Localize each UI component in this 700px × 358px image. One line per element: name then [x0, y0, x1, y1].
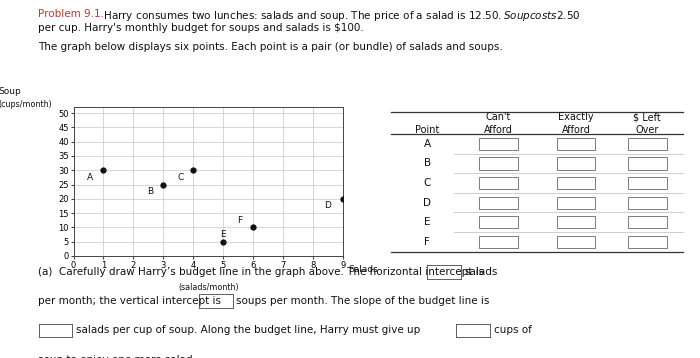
FancyBboxPatch shape — [556, 197, 595, 209]
Text: soup to enjoy one more salad.: soup to enjoy one more salad. — [38, 355, 197, 358]
FancyBboxPatch shape — [556, 158, 595, 170]
Text: (a)  Carefully draw Harry’s budget line in the graph above. The horizontal inter: (a) Carefully draw Harry’s budget line i… — [38, 267, 484, 277]
FancyBboxPatch shape — [480, 216, 518, 228]
Text: The graph below displays six points. Each point is a pair (or bundle) of salads : The graph below displays six points. Eac… — [38, 42, 503, 52]
Text: D: D — [325, 202, 332, 211]
Text: F: F — [424, 237, 430, 247]
FancyBboxPatch shape — [628, 216, 666, 228]
FancyBboxPatch shape — [480, 197, 518, 209]
Text: B: B — [424, 159, 430, 169]
FancyBboxPatch shape — [480, 177, 518, 189]
Text: E: E — [220, 230, 226, 239]
Text: F: F — [237, 216, 242, 225]
Text: Over: Over — [636, 125, 659, 135]
Text: C: C — [178, 173, 184, 182]
FancyBboxPatch shape — [556, 177, 595, 189]
Text: B: B — [147, 187, 153, 196]
FancyBboxPatch shape — [480, 138, 518, 150]
Text: Afford: Afford — [561, 125, 590, 135]
FancyBboxPatch shape — [556, 236, 595, 248]
Text: Can't: Can't — [486, 112, 511, 122]
Text: $ Left: $ Left — [634, 112, 662, 122]
FancyBboxPatch shape — [480, 158, 518, 170]
FancyBboxPatch shape — [628, 197, 666, 209]
FancyBboxPatch shape — [556, 216, 595, 228]
Text: Soup: Soup — [0, 87, 21, 96]
Text: Afford: Afford — [484, 125, 513, 135]
Text: (cups/month): (cups/month) — [0, 100, 52, 109]
Text: salads per cup of soup. Along the budget line, Harry must give up: salads per cup of soup. Along the budget… — [76, 325, 421, 335]
Text: cups of: cups of — [494, 325, 531, 335]
Text: per month; the vertical intercept is: per month; the vertical intercept is — [38, 296, 221, 306]
FancyBboxPatch shape — [556, 138, 595, 150]
FancyBboxPatch shape — [628, 158, 666, 170]
FancyBboxPatch shape — [628, 177, 666, 189]
Text: Salads: Salads — [349, 265, 378, 274]
Text: soups per month. The slope of the budget line is: soups per month. The slope of the budget… — [236, 296, 489, 306]
Text: D: D — [424, 198, 431, 208]
Text: A: A — [424, 139, 430, 149]
Text: per cup. Harry's monthly budget for soups and salads is $100.: per cup. Harry's monthly budget for soup… — [38, 23, 364, 33]
Text: (salads/month): (salads/month) — [178, 283, 239, 292]
Text: salads: salads — [464, 267, 498, 277]
FancyBboxPatch shape — [628, 236, 666, 248]
Text: Exactly: Exactly — [558, 112, 594, 122]
Text: C: C — [424, 178, 431, 188]
Text: Problem 9.1.: Problem 9.1. — [38, 9, 104, 19]
FancyBboxPatch shape — [480, 236, 518, 248]
FancyBboxPatch shape — [628, 138, 666, 150]
Text: Point: Point — [415, 125, 440, 135]
Text: A: A — [87, 173, 93, 182]
Text: Harry consumes two lunches: salads and soup. The price of a salad is $12.50. Sou: Harry consumes two lunches: salads and s… — [100, 9, 580, 23]
Text: E: E — [424, 217, 430, 227]
